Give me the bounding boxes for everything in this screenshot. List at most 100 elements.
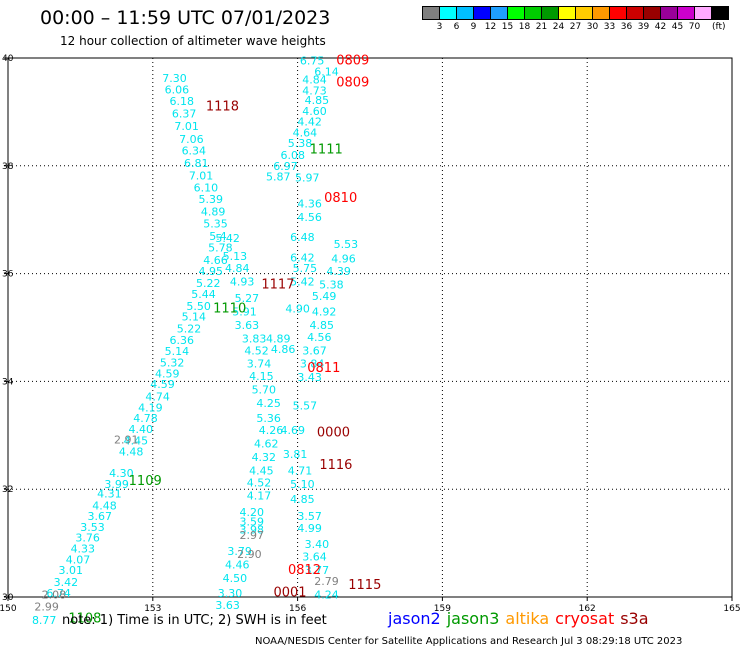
- data-point-label: 3.83: [242, 332, 267, 345]
- track-time-label: 0809: [336, 75, 369, 90]
- data-point-label: 4.89: [266, 332, 291, 345]
- data-point-label: 4.56: [297, 211, 322, 224]
- data-point-label: 4.42: [297, 116, 322, 129]
- colorbar-label: 30: [586, 22, 599, 32]
- data-point-label: 4.85: [305, 94, 330, 107]
- data-point-label: 5.32: [160, 357, 185, 370]
- data-point-label: 5.49: [312, 290, 337, 303]
- data-point-label: 5.14: [165, 345, 190, 358]
- data-point-label: 5.97: [295, 172, 320, 185]
- data-point-label: 4.84: [225, 262, 250, 275]
- data-point-label: 3.99: [104, 478, 129, 491]
- colorbar-label: 42: [654, 22, 667, 32]
- data-point-label: 4.32: [252, 451, 277, 464]
- data-point-label: 3.63: [235, 319, 260, 332]
- colorbar-label: 18: [518, 22, 531, 32]
- data-point-label: 4.48: [119, 445, 144, 458]
- track-time-label: 1110: [213, 302, 246, 317]
- data-point-label: 2.99: [34, 601, 59, 614]
- x-tick-label: 159: [434, 604, 451, 614]
- data-point-label: 3.42: [54, 576, 79, 589]
- data-point-label: 3.84: [300, 358, 325, 371]
- data-point-label: 4.92: [312, 305, 337, 318]
- track-time-label: 1116: [319, 458, 352, 473]
- colorbar-label: 24: [552, 22, 565, 32]
- plot-frame: [7, 57, 733, 598]
- data-point-label: 6.06: [165, 83, 190, 96]
- track-time-label: 0810: [324, 191, 357, 206]
- x-tick-label: 153: [144, 604, 161, 614]
- colorbar-label: 6: [453, 22, 460, 32]
- data-point-label: 6.10: [194, 181, 219, 194]
- data-point-label: 5.78: [208, 242, 233, 255]
- colorbar-label: 45: [671, 22, 684, 32]
- data-point-label: 4.95: [198, 265, 223, 278]
- data-point-label: 3.53: [80, 521, 105, 534]
- data-point-label: 3.67: [302, 345, 327, 358]
- x-tick-label: 156: [289, 604, 306, 614]
- data-point-label: 6.97: [273, 160, 298, 173]
- chart-title: 00:00 – 11:59 UTC 07/01/2023: [40, 7, 331, 29]
- data-point-label: 4.66: [203, 254, 228, 267]
- data-point-label: 4.74: [145, 390, 170, 403]
- data-point-label: 5.38: [288, 137, 313, 150]
- data-point-label: 7.01: [189, 170, 214, 183]
- data-point-label: 8.77: [32, 614, 57, 627]
- data-point-label: 4.36: [297, 198, 322, 211]
- data-point-label: 3.77: [305, 564, 330, 577]
- data-point-label: 5.35: [203, 217, 228, 230]
- track-time-label: 1111: [310, 143, 343, 158]
- colorbar-label: 3: [436, 22, 443, 32]
- data-point-label: 3.76: [75, 532, 100, 545]
- data-point-label: 4.52: [244, 345, 269, 358]
- legend-item-jason3: jason3: [446, 609, 500, 628]
- data-point-label: 4.85: [290, 493, 315, 506]
- data-point-label: 4.85: [309, 319, 334, 332]
- legend-item-s3a: s3a: [620, 609, 649, 628]
- colorbar-label: 12: [484, 22, 497, 32]
- colorbar-label: 9: [470, 22, 477, 32]
- data-point-label: 4.86: [271, 343, 296, 356]
- data-point-label: 5.22: [196, 277, 221, 290]
- data-point-label: 4.45: [249, 464, 274, 477]
- data-point-label: 7.01: [174, 120, 199, 133]
- data-point-label: 5.44: [191, 288, 216, 301]
- data-point-label: 4.62: [254, 437, 279, 450]
- data-point-label: 5.38: [319, 278, 344, 291]
- data-point-label: 3.79: [227, 545, 252, 558]
- satellite-legend: jason2 jason3 altika cryosat s3a: [388, 609, 655, 628]
- data-point-label: 4.33: [71, 542, 96, 555]
- data-point-label: 4.19: [138, 401, 163, 414]
- data-point-label: 4.73: [302, 84, 327, 97]
- data-point-label: 3.40: [305, 538, 330, 551]
- data-point-label: 4.99: [297, 522, 322, 535]
- data-point-label: 2.97: [239, 529, 264, 542]
- track-time-label: 0812: [288, 563, 321, 578]
- track-time-label: 1108: [68, 612, 101, 627]
- data-point-label: 5.75: [293, 262, 318, 275]
- data-point-label: 5.27: [235, 292, 260, 305]
- data-point-label: 4.20: [239, 506, 264, 519]
- colorbar-swatch: [711, 6, 729, 20]
- data-point-label: 5.87: [266, 171, 291, 184]
- data-point-label: 4.60: [302, 105, 327, 118]
- credit-line: NOAA/NESDIS Center for Satellite Applica…: [255, 636, 683, 647]
- data-point-label: 4.71: [288, 464, 313, 477]
- data-point-label: 4.56: [307, 331, 332, 344]
- x-tick-label: 162: [579, 604, 596, 614]
- track-time-label: 1115: [348, 578, 381, 593]
- data-point-label: 4.59: [150, 378, 175, 391]
- data-point-label: 3.57: [297, 510, 322, 523]
- data-point-label: 4.45: [124, 435, 149, 448]
- data-point-label: 7.06: [179, 133, 204, 146]
- colorbar-label: 70: [688, 22, 701, 32]
- colorbar-label: 36: [620, 22, 633, 32]
- data-point-label: 4.46: [225, 559, 250, 572]
- data-point-label: 3.30: [218, 587, 243, 600]
- data-point-label: 4.24: [314, 588, 339, 601]
- data-point-label: 5.22: [177, 323, 202, 336]
- colorbar-label: 27: [569, 22, 582, 32]
- data-point-label: 4.50: [223, 572, 248, 585]
- data-point-label: 4.15: [249, 370, 274, 383]
- data-point-label: 5.50: [186, 300, 211, 313]
